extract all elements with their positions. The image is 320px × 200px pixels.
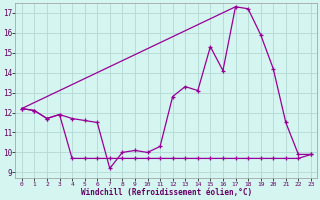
X-axis label: Windchill (Refroidissement éolien,°C): Windchill (Refroidissement éolien,°C) xyxy=(81,188,252,197)
